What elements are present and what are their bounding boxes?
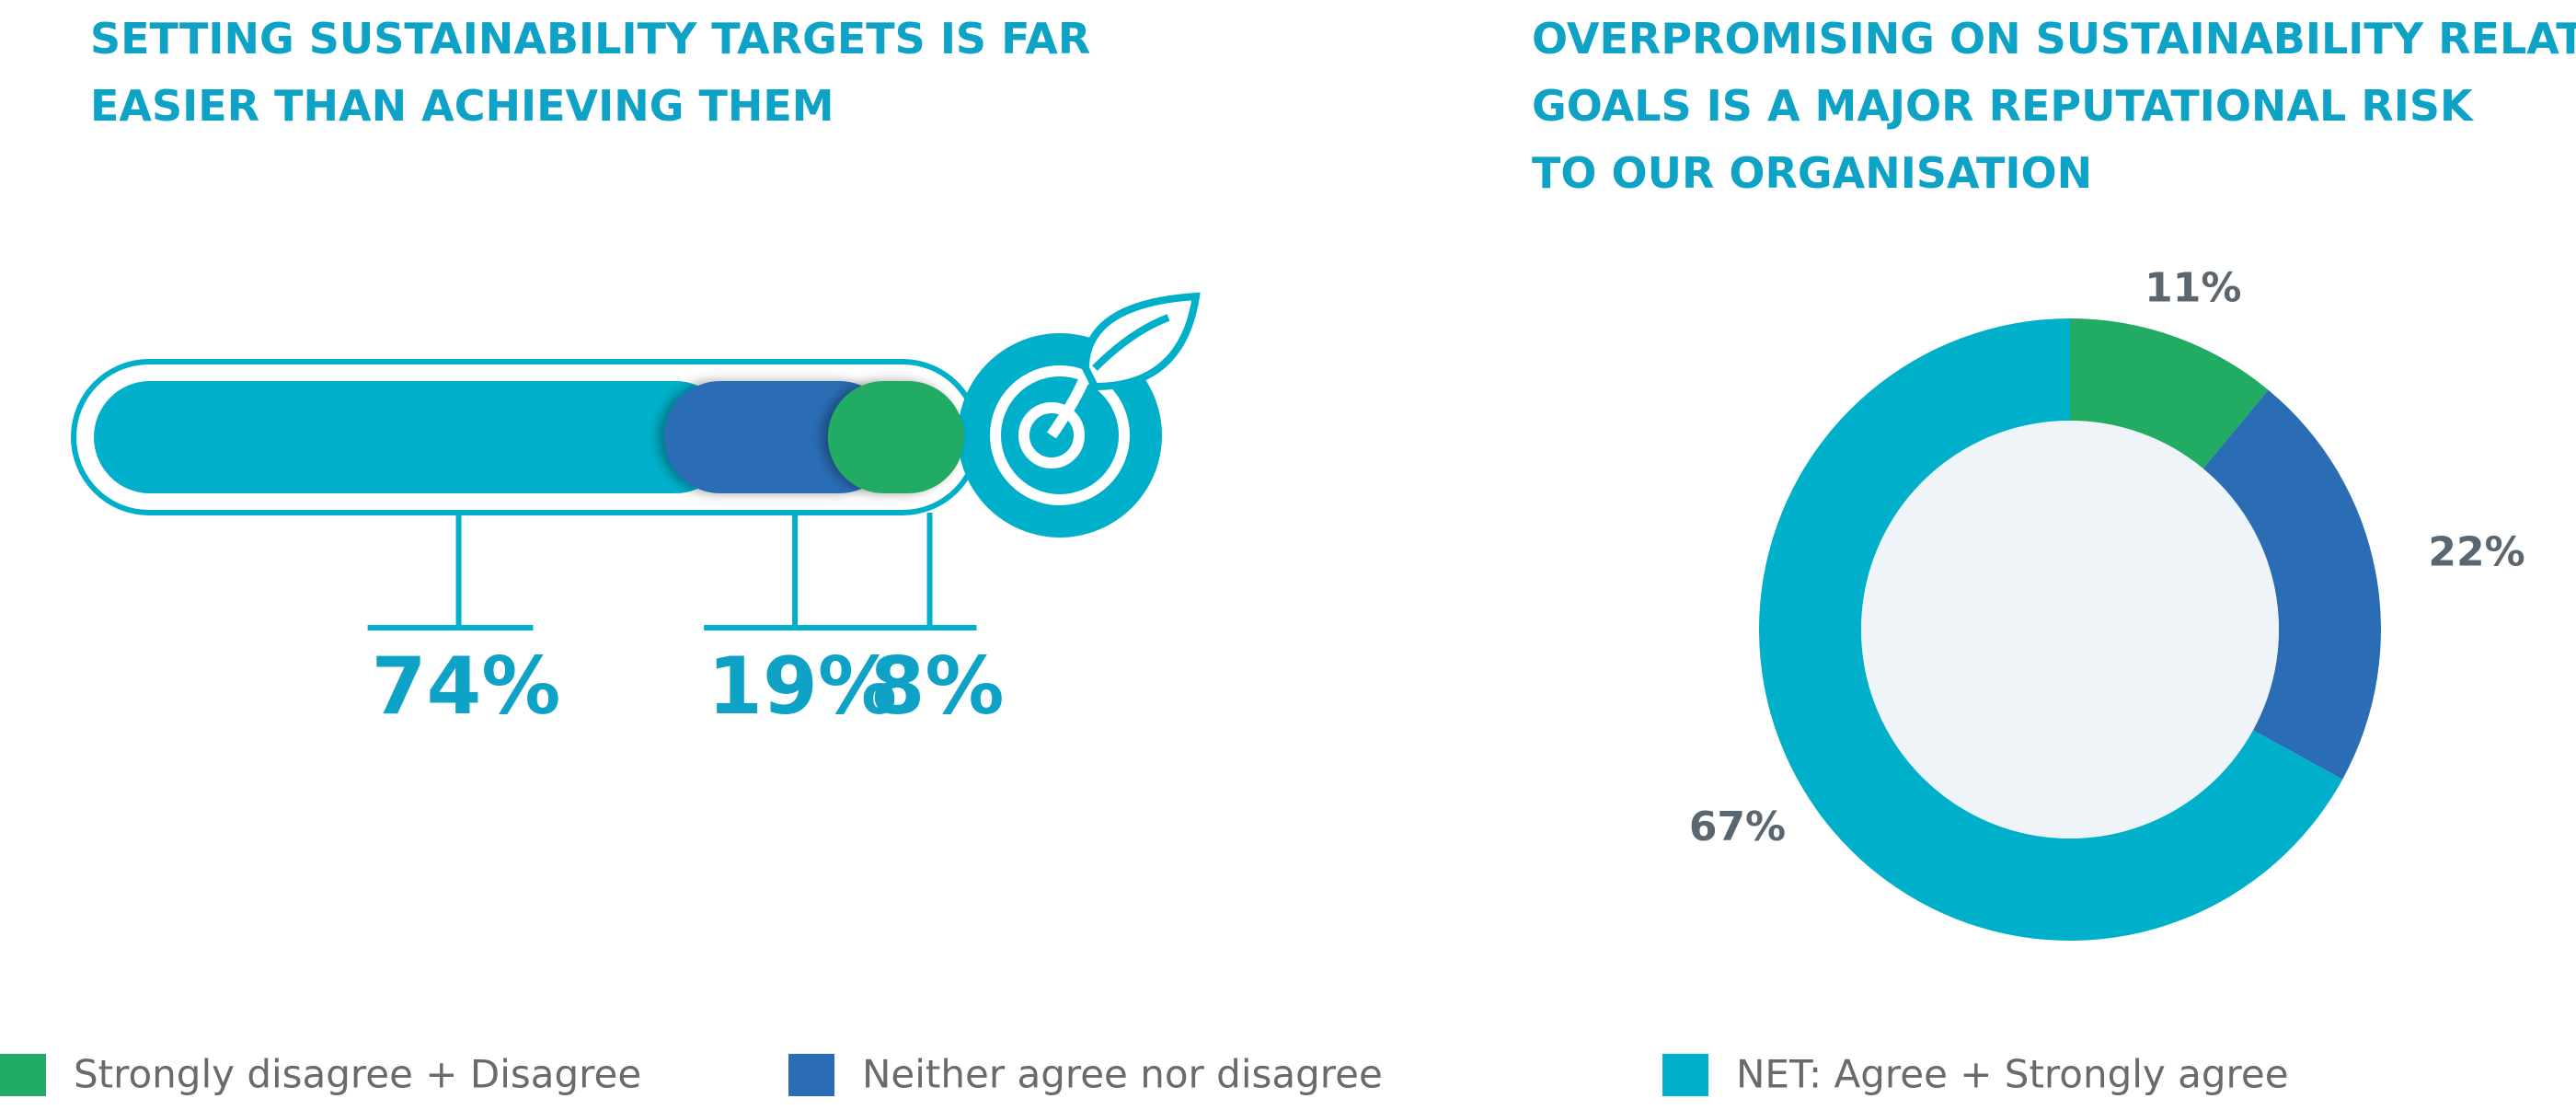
chart-title: EASIER THAN ACHIEVING THEM xyxy=(90,81,834,131)
donut-slice xyxy=(2070,318,2269,469)
donut-slice xyxy=(2202,389,2381,780)
legend-swatch xyxy=(788,1054,834,1096)
bar-segment xyxy=(827,381,964,493)
value-label: 67% xyxy=(1689,804,1786,850)
chart-title: TO OUR ORGANISATION xyxy=(1532,148,2092,198)
legend-swatch xyxy=(0,1054,46,1096)
donut-hole xyxy=(1861,421,2279,838)
legend-label: NET: Agree + Strongly agree xyxy=(1736,1052,2289,1097)
chart-title: OVERPROMISING ON SUSTAINABILITY RELATED xyxy=(1532,14,2576,64)
value-label: 8% xyxy=(870,641,1005,733)
legend-label: Neither agree nor disagree xyxy=(862,1052,1383,1097)
chart-title: SETTING SUSTAINABILITY TARGETS IS FAR xyxy=(90,14,1090,64)
value-label: 22% xyxy=(2428,529,2524,576)
value-label: 19% xyxy=(707,641,897,733)
legend-swatch xyxy=(1662,1054,1708,1096)
legend-label: Strongly disagree + Disagree xyxy=(74,1052,641,1097)
value-label: 74% xyxy=(372,641,561,733)
bar-segment xyxy=(94,381,732,493)
target-icon xyxy=(958,292,1201,538)
donut-slice xyxy=(1759,318,2343,941)
chart-title: GOALS IS A MAJOR REPUTATIONAL RISK xyxy=(1532,81,2475,131)
value-label: 11% xyxy=(2145,264,2241,311)
